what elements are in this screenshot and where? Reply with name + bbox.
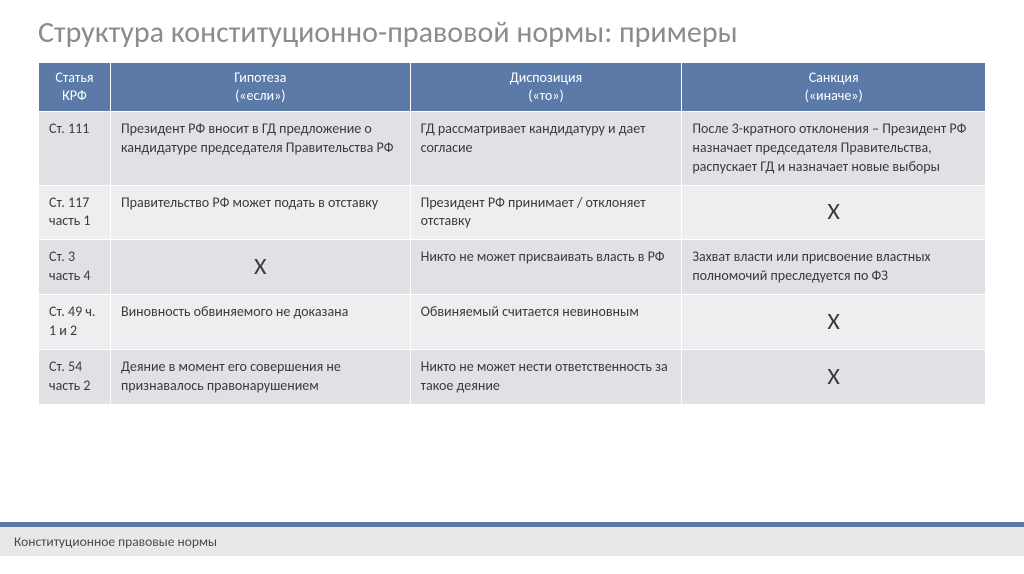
cell-hypothesis: X: [110, 240, 410, 295]
cell-disposition: Никто не может нести ответственность за …: [410, 349, 682, 404]
cell-sanction: Захват власти или присвоение властных по…: [682, 240, 986, 295]
cell-disposition: ГД рассматривает кандидатуру и дает согл…: [410, 111, 682, 185]
cell-disposition: Президент РФ принимает / отклоняет отста…: [410, 185, 682, 240]
cell-disposition: Обвиняемый считается невиновным: [410, 295, 682, 350]
cell-sanction: X: [682, 185, 986, 240]
footer-bar: Конституционное правовые нормы: [0, 522, 1024, 556]
cell-article: Ст. 54 часть 2: [39, 349, 111, 404]
col-header-sanction: Санкция («иначе»): [682, 62, 986, 111]
cell-sanction: X: [682, 349, 986, 404]
footer-text: Конституционное правовые нормы: [0, 527, 1024, 556]
cell-article: Ст. 117 часть 1: [39, 185, 111, 240]
cell-hypothesis: Деяние в момент его совершения не призна…: [110, 349, 410, 404]
table-row: Ст. 3 часть 4XНикто не может присваивать…: [39, 240, 986, 295]
col-header-hypothesis: Гипотеза («если»): [110, 62, 410, 111]
table-container: Статья КРФ Гипотеза («если») Диспозиция …: [0, 62, 1024, 405]
col-header-disposition: Диспозиция («то»): [410, 62, 682, 111]
table-row: Ст. 49 ч. 1 и 2Виновность обвиняемого не…: [39, 295, 986, 350]
cell-article: Ст. 111: [39, 111, 111, 185]
cell-hypothesis: Правительство РФ может подать в отставку: [110, 185, 410, 240]
slide-title: Структура конституционно-правовой нормы:…: [0, 0, 1024, 62]
cell-article: Ст. 49 ч. 1 и 2: [39, 295, 111, 350]
table-row: Ст. 117 часть 1Правительство РФ может по…: [39, 185, 986, 240]
col-header-article: Статья КРФ: [39, 62, 111, 111]
norms-table: Статья КРФ Гипотеза («если») Диспозиция …: [38, 62, 986, 405]
table-row: Ст. 111Президент РФ вносит в ГД предложе…: [39, 111, 986, 185]
table-body: Ст. 111Президент РФ вносит в ГД предложе…: [39, 111, 986, 404]
cell-sanction: X: [682, 295, 986, 350]
cell-hypothesis: Президент РФ вносит в ГД предложение о к…: [110, 111, 410, 185]
cell-sanction: После 3-кратного отклонения – Президент …: [682, 111, 986, 185]
table-header-row: Статья КРФ Гипотеза («если») Диспозиция …: [39, 62, 986, 111]
cell-disposition: Никто не может присваивать власть в РФ: [410, 240, 682, 295]
cell-article: Ст. 3 часть 4: [39, 240, 111, 295]
cell-hypothesis: Виновность обвиняемого не доказана: [110, 295, 410, 350]
table-row: Ст. 54 часть 2Деяние в момент его соверш…: [39, 349, 986, 404]
